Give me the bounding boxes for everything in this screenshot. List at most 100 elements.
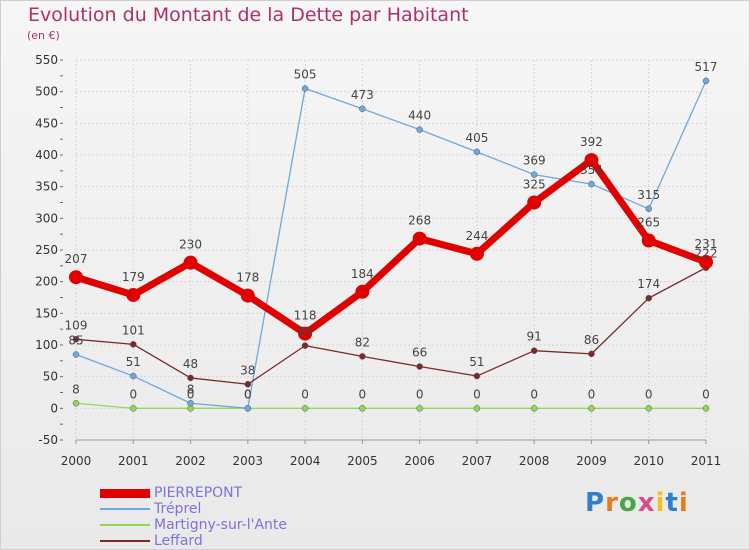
data-label: 51: [469, 355, 484, 369]
data-point: [126, 287, 141, 302]
y-tick-label: 500: [35, 85, 58, 99]
data-label: 473: [351, 88, 374, 102]
logo-letter: o: [618, 488, 638, 518]
data-label: 0: [301, 387, 309, 401]
data-point: [412, 231, 427, 246]
data-point: [530, 405, 538, 412]
proxiti-logo: Proxiti: [585, 488, 689, 518]
y-tick-label: 50: [43, 370, 58, 384]
data-label: 0: [129, 387, 137, 401]
legend-label: PIERREPONT: [154, 485, 243, 501]
data-point: [301, 405, 309, 412]
data-label: 51: [126, 355, 141, 369]
data-point: [588, 180, 595, 188]
data-point: [473, 405, 481, 412]
series-line-leffard: [75, 267, 707, 385]
data-label: 392: [580, 135, 603, 149]
data-label: 207: [65, 252, 88, 266]
logo-letter: i: [655, 488, 666, 518]
data-point: [530, 347, 538, 354]
x-tick-label: 2010: [633, 454, 664, 468]
chart-title: Evolution du Montant de la Dette par Hab…: [28, 4, 469, 26]
y-tick-label: 450: [35, 116, 58, 130]
data-label: 109: [65, 318, 88, 332]
data-point: [240, 288, 255, 303]
data-point: [183, 255, 198, 270]
y-tick-label: 100: [35, 338, 58, 352]
series-line-pierrepont: [74, 156, 708, 338]
data-point: [645, 294, 652, 302]
data-label: 505: [294, 68, 317, 82]
data-label: 325: [523, 178, 546, 192]
data-label: 244: [465, 229, 488, 243]
data-point: [244, 405, 252, 412]
data-point: [130, 341, 137, 348]
logo-letter: t: [665, 488, 679, 518]
data-point: [645, 405, 652, 412]
data-point: [72, 351, 80, 358]
series-pierrepont: [69, 153, 713, 341]
data-point: [301, 85, 309, 92]
data-label: 179: [122, 270, 145, 284]
y-tick-label: 400: [35, 148, 58, 162]
data-label: 48: [183, 357, 198, 371]
data-point: [130, 405, 137, 412]
series-tr-prel: [72, 77, 710, 412]
data-label: 86: [584, 333, 599, 347]
series-martigny-sur-l-ante: [72, 400, 710, 412]
x-tick-label: 2006: [404, 454, 435, 468]
data-point: [301, 342, 309, 349]
data-point: [244, 381, 252, 388]
data-point: [130, 372, 137, 380]
data-label: 101: [122, 323, 145, 337]
data-label: 0: [359, 387, 367, 401]
data-label: 0: [702, 387, 710, 401]
x-tick-label: 2003: [233, 454, 264, 468]
data-label: 440: [408, 109, 431, 123]
data-label: 0: [244, 387, 252, 401]
y-tick-label: 550: [35, 53, 58, 67]
y-tick-label: 300: [35, 211, 58, 225]
data-point: [645, 205, 652, 213]
data-point: [473, 372, 481, 380]
data-label: 184: [351, 267, 374, 281]
data-point: [359, 105, 366, 113]
data-point: [355, 284, 370, 299]
data-point: [359, 353, 366, 360]
data-label: 268: [408, 214, 431, 228]
x-tick-label: 2005: [347, 454, 378, 468]
x-tick-label: 2001: [118, 454, 149, 468]
data-point: [187, 400, 194, 407]
data-label: 82: [355, 335, 370, 349]
data-point: [69, 270, 83, 285]
x-tick-label: 2007: [462, 454, 493, 468]
logo-letter: r: [605, 488, 619, 518]
data-point: [416, 405, 423, 412]
data-label: 0: [530, 387, 538, 401]
grid: [75, 59, 707, 441]
y-tick-label: 250: [35, 243, 58, 257]
data-label: 369: [523, 154, 546, 168]
data-label: 0: [416, 387, 424, 401]
legend-label: Tréprel: [154, 501, 202, 517]
axes: -50 0 50 100 150 200 250 300 350 400 450 500 550 2000…: [35, 53, 721, 468]
legend-swatch: [100, 488, 150, 498]
data-label: 0: [244, 387, 252, 401]
data-label: 0: [187, 387, 195, 401]
data-point: [702, 77, 710, 85]
data-label: 8: [187, 382, 195, 396]
series-line-martigny-sur-l-ante: [75, 402, 706, 409]
data-point: [469, 246, 484, 261]
data-point: [588, 350, 595, 358]
legend-swatch: [100, 508, 150, 510]
data-label: 0: [588, 387, 596, 401]
data-point: [702, 405, 710, 412]
logo-letter: x: [637, 488, 656, 518]
series-lines: [69, 77, 713, 412]
legend-swatch: [100, 540, 150, 542]
data-point: [72, 400, 80, 407]
data-point: [530, 171, 538, 178]
data-label: 178: [236, 271, 259, 285]
data-label: 174: [637, 277, 660, 291]
